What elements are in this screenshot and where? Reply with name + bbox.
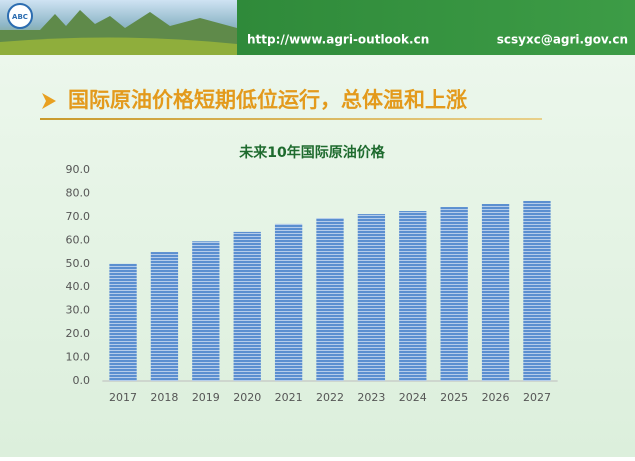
y-tick-label: 0.0 [73, 374, 91, 387]
bar [274, 223, 303, 381]
y-tick-label: 20.0 [66, 327, 91, 340]
bar [523, 200, 551, 381]
bar [150, 252, 179, 381]
y-tick-label: 40.0 [66, 280, 91, 293]
y-tick-label: 80.0 [66, 186, 91, 199]
x-tick-label: 2022 [316, 391, 344, 404]
y-tick-label: 60.0 [66, 233, 91, 246]
y-tick-label: 30.0 [66, 304, 91, 317]
header-email: scsyxc@agri.gov.cn [497, 33, 628, 47]
header-url: http://www.agri-outlook.cn [247, 33, 429, 47]
bar [109, 263, 137, 381]
x-tick-label: 2023 [357, 391, 385, 404]
heading-bullet [42, 93, 56, 109]
bar [481, 203, 510, 381]
logo [7, 3, 33, 29]
bar [399, 211, 427, 381]
x-tick-label: 2026 [482, 391, 510, 404]
slide-heading: 国际原油价格短期低位运行，总体温和上涨 [68, 88, 467, 112]
x-tick-label: 2019 [192, 391, 220, 404]
bar [357, 214, 386, 381]
y-tick-label: 50.0 [66, 257, 91, 270]
x-tick-label: 2024 [399, 391, 427, 404]
bar [316, 218, 344, 381]
logo-text: ABC [12, 13, 28, 21]
heading-rule [40, 118, 542, 120]
y-tick-label: 70.0 [66, 210, 91, 223]
y-tick-label: 10.0 [66, 351, 91, 364]
chart: 0.0 10.0 20.0 30.0 40.0 50.0 60.0 70.0 80.0 90.0 2… [66, 163, 558, 404]
x-tick-label: 2018 [150, 391, 178, 404]
bar [440, 207, 468, 381]
chart-title: 未来10年国际原油价格 [239, 144, 385, 161]
header-band [237, 0, 635, 55]
bar [233, 231, 261, 381]
x-tick-label: 2025 [440, 391, 468, 404]
header-fields [0, 37, 237, 55]
x-tick-label: 2017 [109, 391, 137, 404]
x-tick-label: 2027 [523, 391, 551, 404]
bar [192, 241, 220, 381]
y-tick-label: 90.0 [66, 163, 91, 176]
x-tick-label: 2020 [233, 391, 261, 404]
x-tick-label: 2021 [275, 391, 303, 404]
